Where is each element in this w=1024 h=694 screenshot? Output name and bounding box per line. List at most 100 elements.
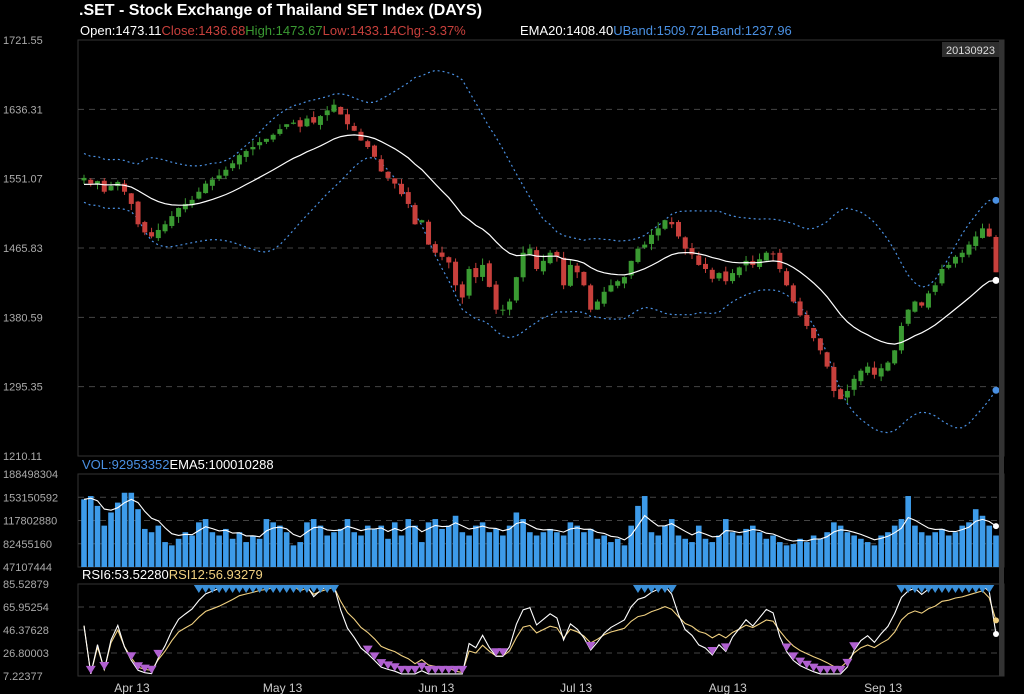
candle-body [871,367,877,375]
candle-body [669,221,675,225]
volume-bar [871,545,878,567]
oversold-marker [146,665,157,674]
candle-body [196,191,202,199]
rsi6-end-dot [993,630,999,637]
volume-bar [331,532,337,567]
candle-body [831,366,837,392]
close-value: Close:1436.68 [161,23,245,38]
volume-bar [905,496,911,567]
volume-bar [945,535,952,567]
volume-bar [175,538,182,567]
volume-bar [493,528,499,567]
volume-bar [824,532,830,567]
volume-bar [236,532,243,567]
overbought-marker [984,585,995,593]
overbought-marker [220,585,231,593]
candle-body [966,244,972,255]
oversold-marker [707,647,718,656]
volume-bar [736,535,743,567]
volume-bar [500,535,506,567]
volume-bar [878,535,884,567]
y-tick-label: 82455160 [3,539,52,551]
volume-bar [695,525,702,567]
candle-body [601,291,607,304]
volume-bar [743,528,749,567]
candle-body [122,183,128,192]
volume-bar [310,519,317,567]
candle-body [534,250,540,270]
oversold-marker [720,643,731,652]
volume-bar [344,519,351,567]
volume-ema-line [83,497,997,542]
candle-body [959,252,965,258]
candle-body [594,301,600,310]
volume-bar [432,519,439,567]
volume-bar [506,525,513,567]
candle-body [770,253,776,255]
volume-bar [114,502,121,567]
overbought-marker [247,585,258,593]
rsi-title: RSI6:53.52280RSI12:56.93279 [82,567,263,582]
overbought-marker [254,585,265,593]
volume-bar [398,535,405,567]
overbought-marker [227,585,238,593]
oversold-marker [815,665,826,674]
volume-bar [817,538,824,567]
indicator-summary: EMA20:1408.40UBand:1509.72LBand:1237.96 [520,23,792,38]
volume-bar [87,496,94,567]
candle-body [777,252,783,270]
oversold-marker [828,665,839,674]
candle-body [331,104,337,112]
volume-bar [358,535,364,567]
candle-body [378,159,384,172]
overbought-marker [281,585,292,593]
volume-bar [641,496,648,567]
volume-bar [169,545,175,567]
y-tick-label: 1465.83 [3,243,43,255]
oversold-marker [437,665,448,674]
volume-bar [831,522,837,567]
volume-bar [858,538,864,567]
uband-end-dot [992,196,1000,204]
open-value: Open:1473.11 [80,23,161,38]
volume-bar [621,545,628,567]
oversold-marker [416,662,427,671]
candle-body [662,220,668,229]
y-tick-label: 26.80003 [3,648,49,660]
volume-bars [81,492,999,567]
oversold-marker [835,665,846,674]
overbought-marker [315,585,326,593]
overbought-marker [957,585,968,593]
candle-body [973,236,979,246]
ohlc-summary: Open:1473.11Close:1436.68High:1473.67Low… [80,23,466,38]
volume-bar [459,532,466,567]
volume-bar [263,519,270,567]
right-scrollbar[interactable] [999,40,1004,676]
volume-bar [391,522,398,567]
candle-body [230,163,236,169]
overbought-marker [930,585,941,593]
volume-bar [804,542,810,567]
candle-body [480,264,486,277]
volume-bar [979,515,986,567]
overbought-marker [328,585,339,593]
candle-body [540,260,546,272]
date-badge-bg [942,42,1000,57]
candle-body [642,244,648,248]
candle-body [250,147,256,150]
overbought-marker [923,585,934,593]
volume-bar [682,538,689,567]
rsi6-value: RSI6:53.52280 [82,567,169,582]
overbought-marker [950,585,961,593]
volume-bar [209,532,216,567]
overbought-marker [909,585,920,593]
candle-body [939,269,945,284]
candle-body [405,192,411,204]
y-tick-label: 1636.31 [3,104,43,116]
candle-body [392,178,398,184]
candle-body [324,110,330,116]
candle-body [621,277,627,284]
volume-bar [351,532,358,567]
oversold-marker [788,652,799,661]
